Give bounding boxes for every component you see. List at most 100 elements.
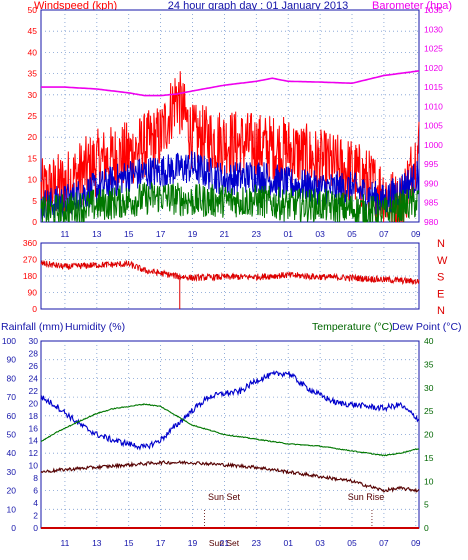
sunset-label: Sun Set: [208, 492, 241, 502]
windspeed-tick: 10: [28, 175, 38, 185]
humidity-tick: 10: [7, 504, 17, 514]
x-tick-label: 21: [220, 229, 230, 239]
windspeed-tick: 45: [28, 26, 38, 36]
windspeed-tick: 35: [28, 69, 38, 79]
barometer-tick: 1030: [424, 24, 443, 34]
x-tick-label: 17: [156, 538, 166, 548]
windspeed-tick: 25: [28, 111, 38, 121]
rainfall-tick: 10: [29, 461, 39, 471]
x-tick-label: 11: [61, 538, 70, 548]
direction-panel-series: [40, 259, 420, 309]
x-tick-label: 09: [411, 229, 421, 239]
barometer-tick: 1020: [424, 63, 443, 73]
barometer-axis-label: Barometer (hpa): [372, 0, 452, 12]
x-tick-label: 09: [411, 538, 421, 548]
temp-panel-frame: [40, 340, 420, 529]
temperature-tick: 15: [424, 453, 434, 463]
dew-point-line: [40, 460, 420, 493]
x-tick-label: 19: [188, 538, 198, 548]
humidity-tick: 50: [7, 430, 17, 440]
rainfall-tick: 24: [29, 373, 39, 383]
temperature-tick-labels: 0 5 10 15 20 25 30 35 40: [424, 336, 434, 533]
temperature-tick: 5: [424, 500, 429, 510]
temperature-tick: 20: [424, 430, 434, 440]
x-tick-label: 03: [315, 538, 325, 548]
direction-panel-frame: [40, 242, 420, 310]
rainfall-tick: 26: [29, 361, 39, 371]
windspeed-tick: 30: [28, 90, 38, 100]
compass-label: W: [437, 255, 448, 267]
humidity-tick: 100: [2, 336, 16, 346]
dew-point-axis-label: Dew Point (°C): [392, 321, 462, 333]
barometer-tick: 1015: [424, 82, 443, 92]
barometer-line: [41, 70, 420, 97]
compass-label: N: [437, 305, 445, 317]
direction-degree-labels: 0 90 180 270 360: [23, 238, 37, 314]
x-tick-label: 21: [220, 538, 230, 548]
rainfall-tick: 8: [33, 473, 38, 483]
rainfall-tick: 6: [33, 486, 38, 496]
x-tick-label: 17: [156, 229, 166, 239]
rainfall-tick: 28: [29, 348, 39, 358]
direction-tick: 180: [23, 271, 37, 281]
windspeed-tick: 50: [28, 5, 38, 15]
humidity-tick: 90: [7, 355, 17, 365]
temperature-tick: 10: [424, 476, 434, 486]
barometer-tick: 1035: [424, 5, 443, 15]
compass-label: N: [437, 238, 445, 250]
windspeed-tick: 15: [28, 153, 38, 163]
humidity-tick: 20: [7, 486, 17, 496]
windspeed-tick: 5: [32, 196, 37, 206]
temperature-tick: 25: [424, 406, 434, 416]
humidity-tick: 0: [11, 523, 16, 533]
humidity-tick: 70: [7, 392, 17, 402]
rainfall-tick: 16: [29, 423, 39, 433]
compass-label: S: [437, 272, 444, 284]
windspeed-tick-labels: 0 5 10 15 20 25 30 35 40 45 50: [28, 5, 38, 227]
humidity-tick-labels: 0 10 20 30 40 50 60 70 80 90 100: [2, 336, 16, 533]
direction-tick: 360: [23, 238, 37, 248]
sun-events: [204, 510, 373, 528]
wind-series-2: [40, 181, 420, 223]
rainfall-axis-label: Rainfall (mm): [1, 321, 63, 333]
rainfall-tick: 18: [29, 411, 39, 421]
x-tick-label: 23: [252, 538, 262, 548]
barometer-tick: 1025: [424, 44, 443, 54]
humidity-tick: 80: [7, 373, 17, 383]
x-tick-label: 13: [92, 229, 102, 239]
windspeed-tick: 0: [32, 217, 37, 227]
rainfall-tick: 22: [29, 386, 39, 396]
barometer-tick: 985: [424, 198, 438, 208]
rainfall-tick: 0: [33, 523, 38, 533]
x-tick-label: 13: [92, 538, 102, 548]
windspeed-tick: 40: [28, 47, 38, 57]
temperature-humidity-panel: Sun Set Sun Rise Sun Set 010203040506070…: [2, 336, 434, 548]
temperature-tick: 0: [424, 523, 429, 533]
sunset-axis-marker: Sun Set: [209, 538, 240, 548]
sunrise-label: Sun Rise: [348, 492, 385, 502]
x-tick-label: 11: [61, 229, 70, 239]
barometer-tick: 980: [424, 217, 438, 227]
wind-direction-trace: [40, 259, 420, 286]
wind-panel-time-labels: 11 13 15 17 19 21 23 01 03 05 07 09: [61, 229, 421, 239]
temperature-line: [40, 403, 420, 457]
compass-label: E: [437, 288, 444, 300]
barometer-tick: 1000: [424, 140, 443, 150]
barometer-tick: 1010: [424, 101, 443, 111]
barometer-tick: 990: [424, 178, 438, 188]
rainfall-tick: 20: [29, 398, 39, 408]
x-tick-label: 03: [315, 229, 325, 239]
x-tick-label: 23: [252, 229, 262, 239]
graph-title: 24 hour graph day : 01 January 2013: [168, 0, 348, 12]
humidity-tick: 30: [7, 467, 17, 477]
x-tick-label: 05: [347, 538, 357, 548]
x-tick-label: 07: [379, 538, 389, 548]
barometer-tick: 1005: [424, 121, 443, 131]
x-tick-label: 05: [347, 229, 357, 239]
temperature-tick: 30: [424, 383, 434, 393]
windspeed-tick: 20: [28, 132, 38, 142]
